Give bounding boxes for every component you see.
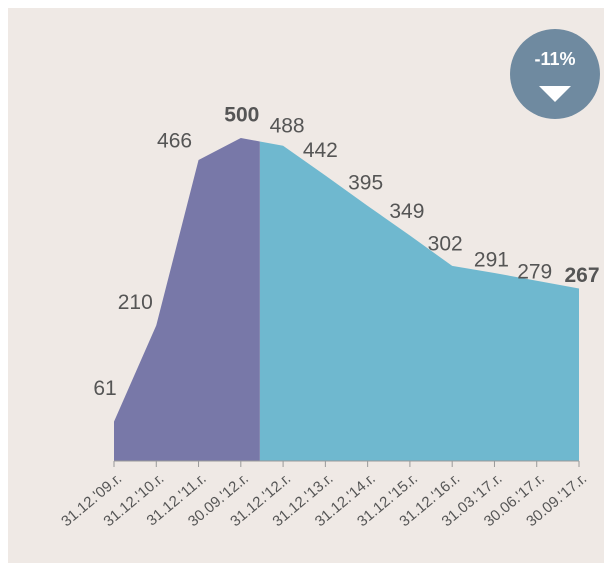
- value-label: 500: [224, 104, 259, 127]
- value-label: 442: [303, 139, 338, 162]
- value-label: 488: [270, 114, 305, 137]
- value-label: 466: [157, 130, 192, 153]
- value-label: 279: [517, 260, 552, 283]
- badge-arrow: [539, 86, 571, 102]
- value-label: 302: [428, 232, 463, 255]
- value-label: 61: [93, 377, 116, 400]
- value-label: 210: [118, 291, 153, 314]
- value-label: 395: [348, 171, 383, 194]
- value-label: 349: [389, 200, 424, 223]
- value-label: 291: [474, 249, 509, 272]
- area: [259, 141, 579, 461]
- area: [114, 138, 260, 461]
- badge-circle: [510, 29, 600, 119]
- value-label: 267: [564, 264, 599, 287]
- badge-text: -11%: [534, 49, 575, 69]
